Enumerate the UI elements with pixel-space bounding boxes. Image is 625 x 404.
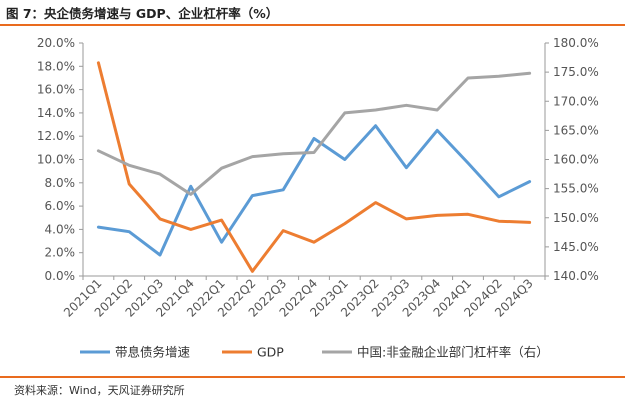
y-right-tick-label: 170.0% (553, 94, 599, 108)
y-right-tick-label: 175.0% (553, 65, 599, 79)
y-left-tick-label: 6.0% (45, 199, 76, 213)
y-left-tick-label: 14.0% (37, 106, 75, 120)
y-left-tick-label: 20.0% (37, 36, 75, 50)
y-right-tick-label: 150.0% (553, 211, 599, 225)
y-right-tick-label: 140.0% (553, 269, 599, 283)
y-left-tick-label: 2.0% (45, 246, 76, 260)
legend-label-2: GDP (257, 345, 284, 360)
legend-label-1: 带息债务增速 (115, 345, 191, 360)
series-line-2 (96, 61, 532, 273)
y-left-tick-label: 4.0% (45, 222, 76, 236)
series-line-1 (96, 124, 532, 257)
y-left-tick-label: 8.0% (45, 176, 76, 190)
series-line-3 (96, 71, 532, 196)
y-right-tick-label: 180.0% (553, 36, 599, 50)
y-left-tick-label: 0.0% (45, 269, 76, 283)
y-right-tick-label: 160.0% (553, 153, 599, 167)
y-left-tick-label: 12.0% (37, 129, 75, 143)
source-note: 资料来源：Wind，天风证券研究所 (14, 384, 185, 397)
y-left-tick-label: 18.0% (37, 59, 75, 73)
y-right-tick-label: 155.0% (553, 182, 599, 196)
chart-title: 图 7：央企债务增速与 GDP、企业杠杆率（%） (6, 6, 279, 21)
top-rule (0, 24, 625, 26)
y-left-tick-label: 16.0% (37, 83, 75, 97)
y-left-tick-label: 10.0% (37, 153, 75, 167)
y-right-tick-label: 165.0% (553, 123, 599, 137)
y-right-tick-label: 145.0% (553, 240, 599, 254)
bottom-rule (0, 376, 625, 378)
legend-label-3: 中国:非金融企业部门杠杆率（右） (357, 345, 549, 360)
